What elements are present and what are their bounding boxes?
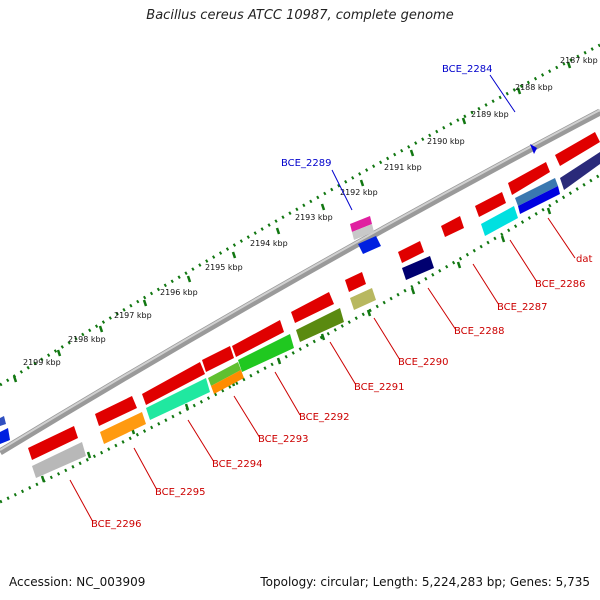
kbp-label-2188: 2188 kbp: [515, 83, 553, 92]
kbp-label-2195: 2195 kbp: [205, 263, 243, 272]
kbp-label-2192: 2192 kbp: [340, 188, 378, 197]
gene-block: [481, 206, 518, 236]
gene-block: [515, 178, 558, 206]
gene-block: [530, 144, 537, 154]
gene-label-dat: dat: [576, 254, 592, 265]
gene-label-bce2291: BCE_2291: [354, 382, 404, 393]
label-leader-lines: [69, 74, 576, 523]
gene-block: [402, 256, 434, 280]
gene-label-bce2288: BCE_2288: [454, 326, 504, 337]
gene-block: [518, 186, 560, 214]
gene-block: [345, 272, 366, 292]
gene-block: [441, 216, 464, 237]
outer-major-ticks: [12, 61, 572, 383]
gene-block: [211, 370, 244, 394]
gene-block: [238, 334, 294, 372]
gene-block: [358, 236, 381, 254]
kbp-label-2194: 2194 kbp: [250, 239, 288, 248]
gene-block: [232, 320, 284, 357]
kbp-label-2196: 2196 kbp: [160, 288, 198, 297]
gene-block: [508, 162, 550, 195]
gene-block: [208, 362, 241, 386]
kbp-label-2199: 2199 kbp: [23, 358, 61, 367]
gene-block: [475, 192, 506, 217]
map-title: Bacillus cereus ATCC 10987, complete gen…: [146, 8, 454, 23]
gene-block: [95, 396, 137, 426]
gene-block: [28, 426, 78, 460]
gene-block: [0, 428, 10, 444]
gene-label-bce2296: BCE_2296: [91, 519, 141, 530]
genome-backbone-highlight: [0, 109, 600, 451]
kbp-label-2187: 2187 kbp: [560, 56, 598, 65]
gene-label-bce2287: BCE_2287: [497, 302, 547, 313]
accession-text: Accession: NC_003909: [9, 575, 146, 589]
gene-label-bce2295: BCE_2295: [155, 487, 205, 498]
gene-label-bce2284: BCE_2284: [442, 64, 492, 75]
gene-block: [32, 442, 86, 478]
gene-label-bce2286: BCE_2286: [535, 279, 585, 290]
gene-block: [296, 308, 344, 342]
kbp-label-2189: 2189 kbp: [471, 110, 509, 119]
gene-block: [350, 216, 372, 232]
gene-block: [202, 346, 234, 372]
gene-block: [100, 412, 146, 444]
gene-block: [560, 152, 600, 190]
forward-strand-features: [28, 132, 600, 460]
colored-features: [0, 144, 600, 478]
inner-dotted-ring: [0, 173, 600, 504]
genome-summary-text: Topology: circular; Length: 5,224,283 bp…: [260, 575, 590, 589]
gene-label-bce2289: BCE_2289: [281, 158, 331, 169]
gene-block: [142, 362, 205, 405]
gene-block: [146, 378, 210, 420]
gene-block: [291, 292, 334, 323]
gene-block: [398, 241, 424, 263]
genome-backbone: [0, 108, 600, 455]
inner-major-ticks: [40, 207, 552, 483]
kbp-label-2193: 2193 kbp: [295, 213, 333, 222]
gene-label-bce2294: BCE_2294: [212, 459, 262, 470]
kbp-label-2191: 2191 kbp: [384, 163, 422, 172]
gene-block: [555, 132, 600, 166]
gene-label-bce2290: BCE_2290: [398, 357, 448, 368]
gene-block: [350, 288, 376, 310]
kbp-label-2198: 2198 kbp: [68, 335, 106, 344]
gene-block: [352, 224, 374, 240]
gene-label-bce2293: BCE_2293: [258, 434, 308, 445]
gene-block: [0, 416, 6, 426]
kbp-label-2190: 2190 kbp: [427, 137, 465, 146]
outer-dotted-ring: [0, 43, 600, 387]
gene-label-bce2292: BCE_2292: [299, 412, 349, 423]
kbp-label-2197: 2197 kbp: [114, 311, 152, 320]
